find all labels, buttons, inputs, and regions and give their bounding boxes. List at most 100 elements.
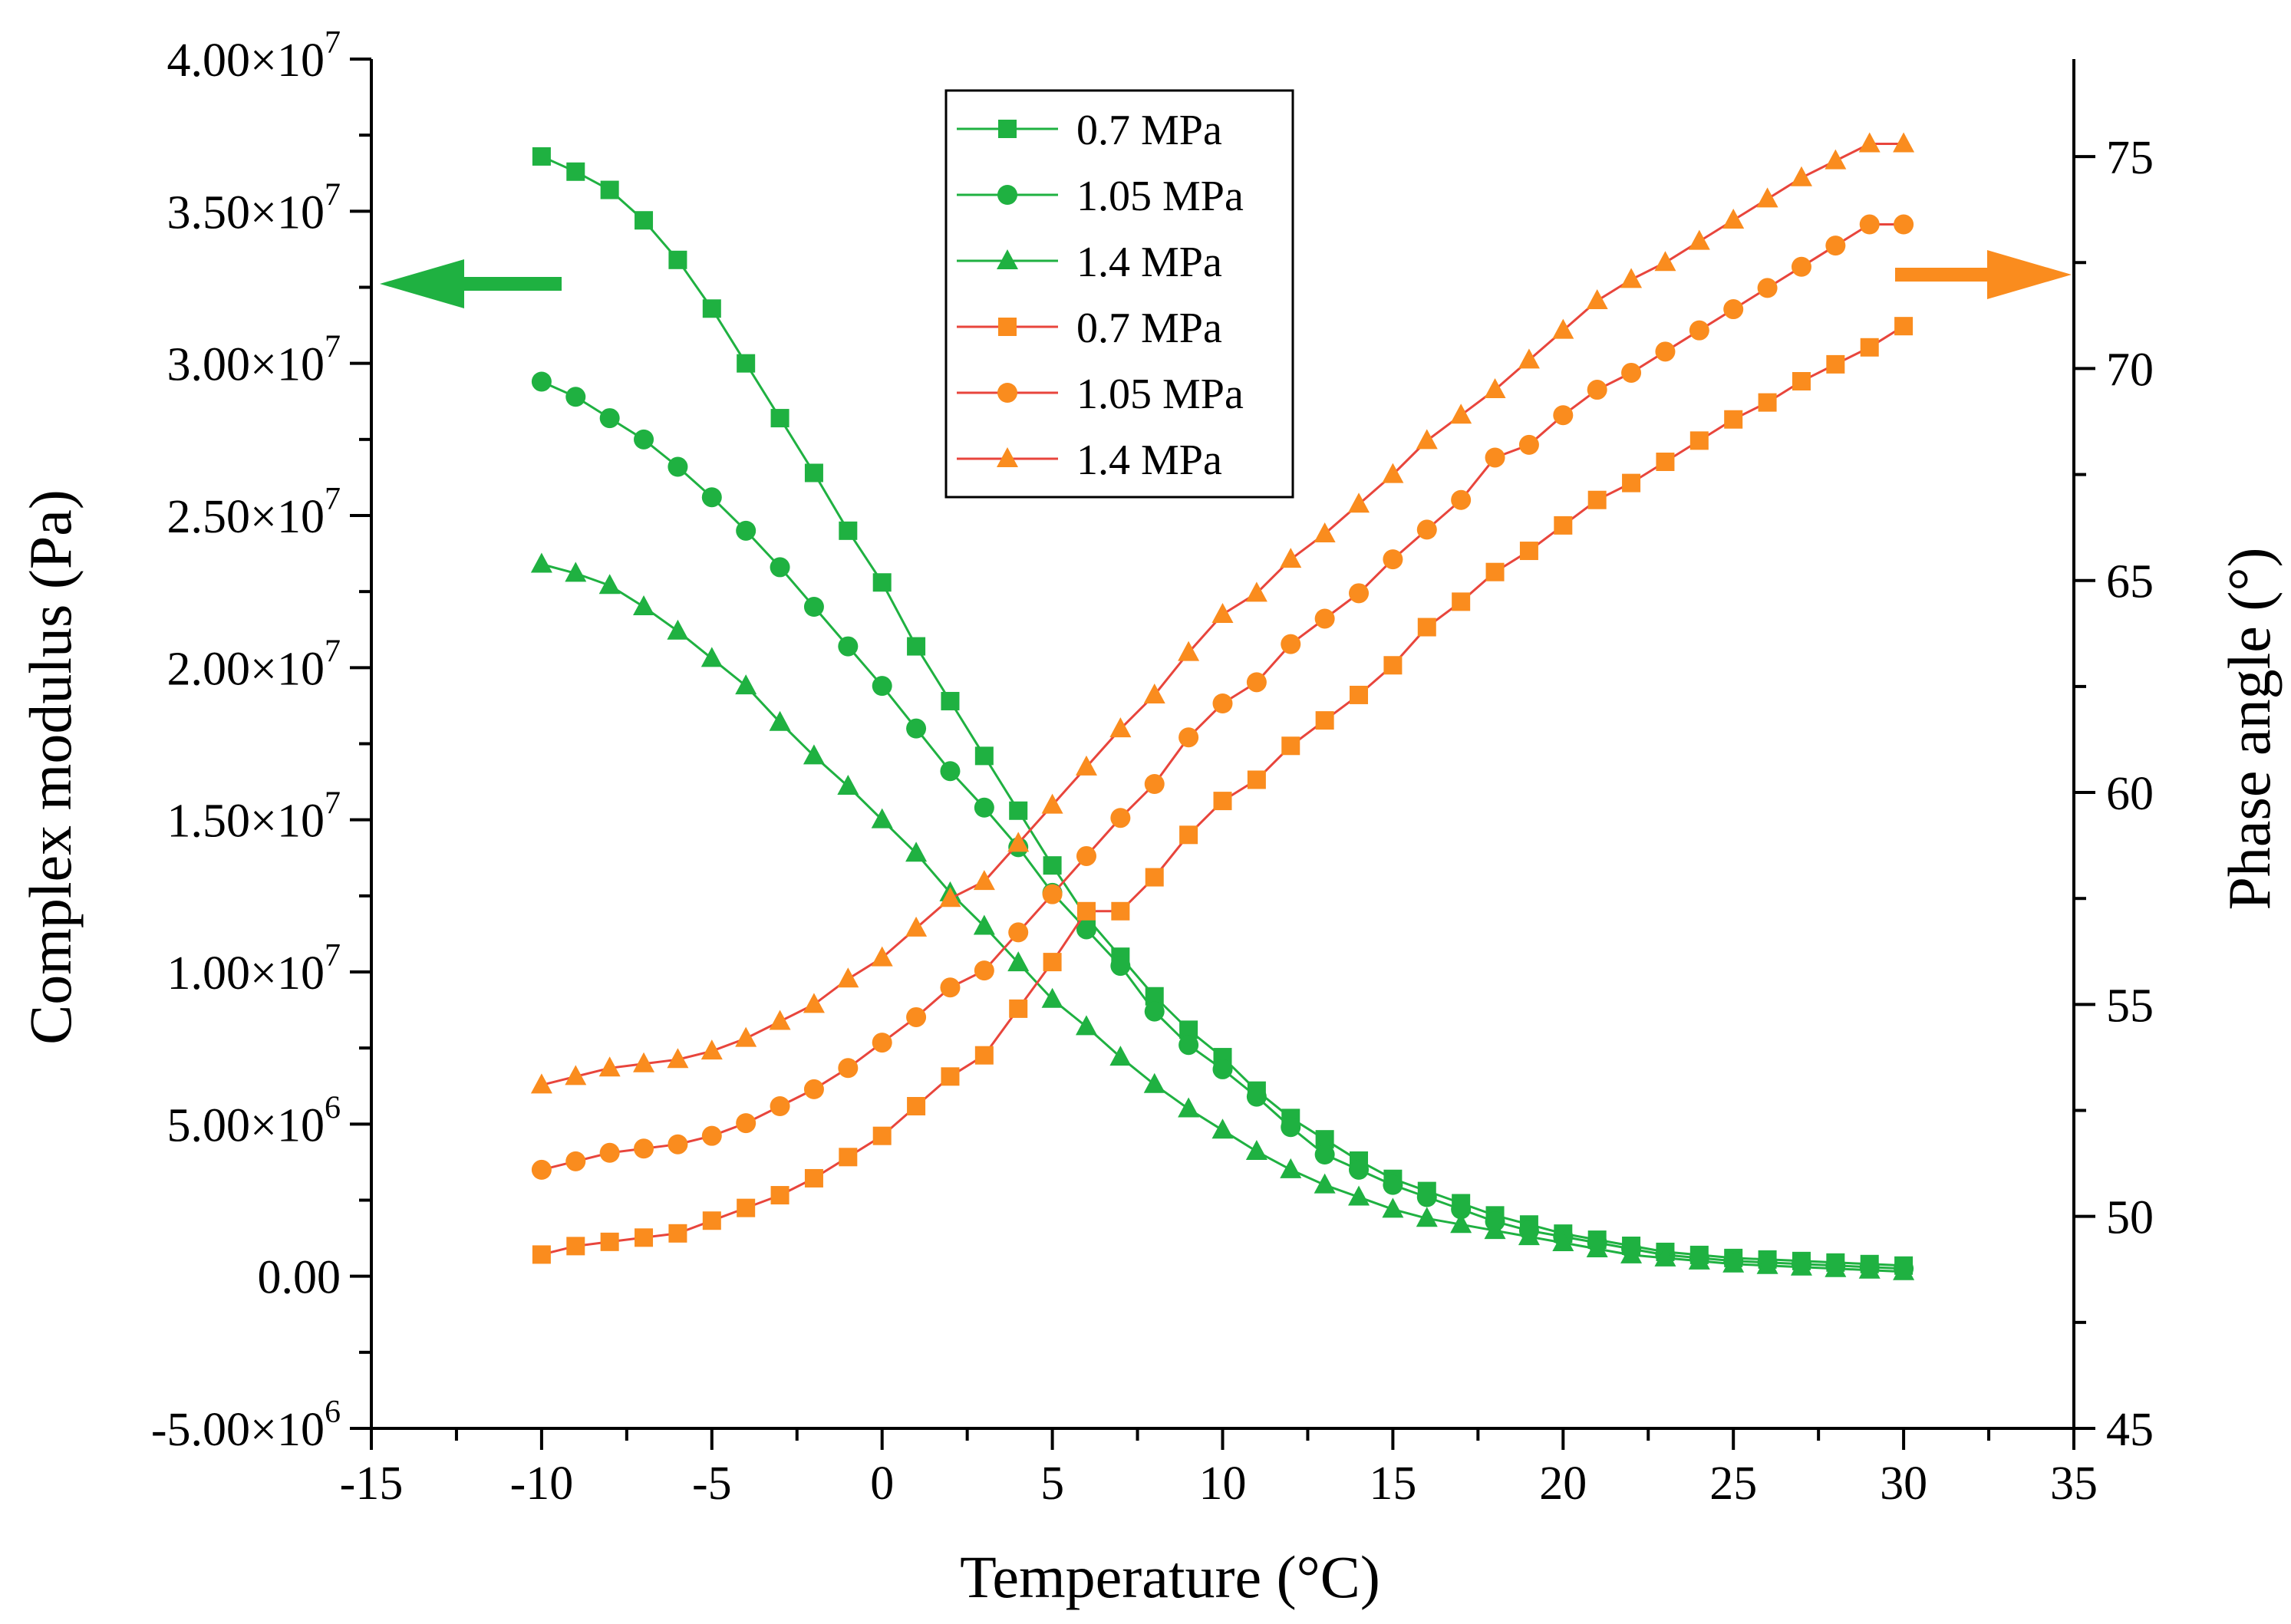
data-point [1178, 727, 1199, 748]
data-point [1245, 581, 1267, 602]
data-point [803, 597, 824, 617]
data-point [1825, 149, 1847, 170]
data-point [1246, 1086, 1267, 1107]
data-point [1350, 685, 1369, 704]
data-point [598, 1056, 621, 1077]
data-point [1041, 793, 1063, 814]
data-point [1620, 1243, 1643, 1263]
data-point [872, 676, 892, 697]
data-point [600, 1232, 619, 1251]
data-point [974, 797, 994, 818]
data-point [906, 718, 927, 739]
data-point [769, 710, 791, 731]
data-point [1109, 1046, 1132, 1066]
data-point [600, 180, 619, 199]
y-tick-label: 4.00×107 [167, 25, 341, 87]
data-point [566, 1237, 585, 1256]
data-point [1519, 542, 1538, 561]
data-point [803, 1079, 824, 1099]
data-point [1416, 1207, 1438, 1227]
y-tick-label: -5.00×106 [151, 1395, 341, 1456]
data-point [1145, 868, 1164, 887]
data-point [634, 1138, 654, 1159]
data-point [1043, 856, 1062, 875]
data-point [1109, 717, 1132, 738]
data-point [565, 1151, 586, 1171]
legend-marker [997, 383, 1017, 403]
data-point [1076, 901, 1096, 921]
data-point [1280, 1158, 1302, 1178]
data-point [1178, 1035, 1199, 1056]
data-point [1247, 770, 1266, 789]
data-point [1894, 317, 1914, 336]
data-point [1007, 951, 1030, 972]
data-point [635, 1228, 654, 1247]
y2-tick-label: 45 [2106, 1404, 2154, 1456]
data-point [565, 1065, 587, 1085]
legend-box [944, 89, 1294, 499]
legend-label: 1.4 MPa [1076, 436, 1222, 484]
axis-ticks [350, 58, 2095, 1450]
x-tick-label: -15 [340, 1458, 404, 1510]
right-arrow-head [1987, 250, 2072, 299]
data-point [1859, 214, 1880, 235]
data-point [1383, 656, 1403, 675]
legend-entry: 1.05 MPa [957, 173, 1244, 220]
legend-label: 0.7 MPa [1076, 107, 1222, 154]
data-point [1382, 463, 1404, 483]
series-phase-circle [531, 214, 1914, 1180]
y-tick-label: 2.00×107 [167, 634, 341, 695]
data-point [941, 691, 960, 710]
data-point [1009, 999, 1028, 1018]
data-point [803, 744, 825, 765]
data-point [737, 1198, 756, 1217]
data-point [702, 1211, 721, 1230]
legend-marker [997, 447, 1018, 467]
data-point [1041, 987, 1063, 1008]
data-point [1281, 1117, 1301, 1138]
series-modulus-circle [531, 371, 1914, 1279]
data-point [1110, 956, 1131, 977]
data-point [940, 977, 961, 998]
data-point [701, 1125, 722, 1146]
legend-label: 1.05 MPa [1076, 173, 1244, 220]
data-point [1790, 1255, 1812, 1276]
y-tick-label: 3.00×107 [167, 330, 341, 391]
data-point [1075, 1015, 1097, 1036]
data-point [566, 162, 585, 181]
data-point [839, 521, 858, 540]
data-point [1518, 348, 1540, 369]
data-point [1348, 492, 1370, 513]
data-point [598, 574, 621, 595]
data-point [1485, 447, 1505, 468]
data-point [1858, 132, 1881, 153]
y-tick-label: 1.00×107 [167, 938, 341, 1000]
data-point [1518, 434, 1539, 455]
data-point [1756, 187, 1778, 208]
data-point [1179, 825, 1198, 845]
y2-tick-label: 65 [2106, 556, 2154, 608]
series-layer [530, 132, 1915, 1280]
y2-tick-label: 70 [2106, 344, 2154, 396]
data-point [769, 1010, 791, 1030]
data-point [736, 520, 757, 541]
data-point [770, 409, 789, 428]
data-point [1417, 618, 1436, 637]
data-point [1893, 132, 1915, 153]
data-point [1349, 1159, 1370, 1180]
data-point [941, 1067, 960, 1086]
data-point [770, 1096, 790, 1116]
data-point [1349, 583, 1370, 604]
data-point [871, 808, 893, 828]
data-point [599, 1142, 620, 1163]
data-point [565, 387, 586, 407]
data-point [1790, 166, 1812, 186]
data-point [668, 1224, 687, 1243]
data-point [1348, 1185, 1370, 1206]
data-point [1314, 1173, 1336, 1194]
y2-tick-label: 75 [2106, 132, 2154, 184]
data-point [1143, 683, 1165, 703]
data-point [804, 463, 823, 483]
data-point [1792, 372, 1811, 390]
data-point [1042, 884, 1063, 904]
